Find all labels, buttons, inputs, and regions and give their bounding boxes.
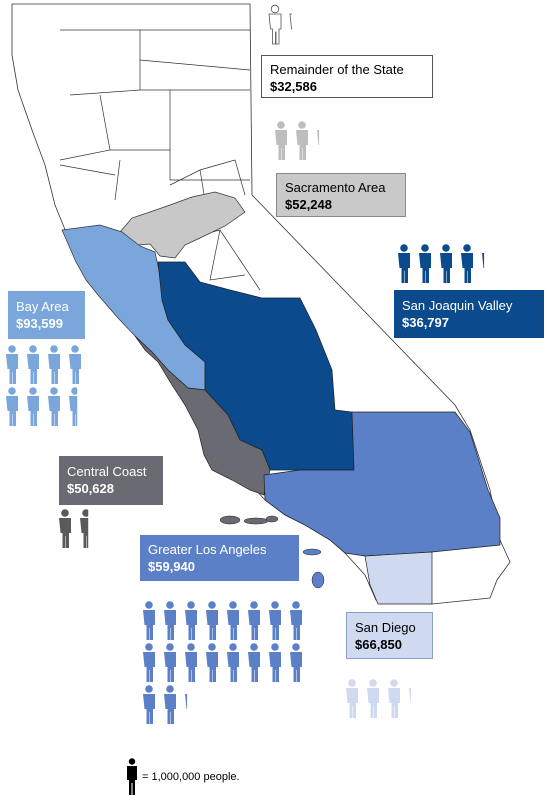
region-name: Central Coast: [67, 464, 147, 479]
person-icon: [290, 643, 302, 682]
person-icon: [164, 685, 176, 724]
person-icon: [440, 244, 452, 283]
person-icon: [164, 643, 176, 682]
person-icon: [248, 643, 260, 682]
region-income: $59,940: [148, 559, 195, 574]
label-central-coast: Central Coast $50,628: [59, 456, 163, 505]
los-angeles-region: [263, 411, 501, 557]
person-icon: [127, 758, 137, 795]
legend: = 1,000,000 people.: [126, 758, 240, 796]
person-icon: [185, 643, 197, 682]
person-icon: [69, 387, 78, 426]
region-income: $93,599: [16, 316, 63, 331]
person-icon: [248, 601, 260, 640]
person-icon: [6, 345, 18, 384]
region-income: $36,797: [402, 315, 449, 330]
person-icon: [296, 121, 308, 160]
region-income: $50,628: [67, 481, 114, 496]
person-icon: [59, 509, 71, 548]
person-icon: [275, 121, 287, 160]
legend-text: = 1,000,000 people.: [142, 771, 240, 783]
person-icon: [268, 4, 282, 45]
person-icon: [185, 601, 197, 640]
figures-san-joaquin: [398, 244, 485, 283]
label-los-angeles: Greater Los Angeles $59,940: [140, 535, 299, 581]
region-income: $32,586: [270, 79, 317, 94]
channel-islands: [219, 515, 279, 525]
figures-remainder: [268, 4, 293, 45]
person-icon: [290, 601, 302, 640]
central-coast-region: [134, 335, 271, 496]
person-icon: [27, 387, 39, 426]
region-name: San Diego: [355, 620, 416, 635]
person-icon: [80, 509, 89, 548]
region-name: Greater Los Angeles: [148, 542, 267, 557]
figures-sacramento: [275, 121, 320, 160]
person-icon: [367, 679, 379, 718]
person-icon: [398, 244, 410, 283]
region-name: Remainder of the State: [270, 62, 404, 77]
person-icon: [227, 643, 239, 682]
person-icon: [346, 679, 358, 718]
figures-central-coast: [59, 509, 89, 548]
region-name: Sacramento Area: [285, 180, 386, 195]
person-icon: [409, 688, 412, 703]
label-remainder: Remainder of the State $32,586: [261, 55, 433, 98]
person-icon: [48, 345, 60, 384]
person-icon: [461, 244, 473, 283]
person-icon: [143, 643, 155, 682]
person-icon: [269, 643, 281, 682]
region-income: $52,248: [285, 197, 332, 212]
person-icon: [482, 253, 485, 268]
san-diego-region: [364, 551, 433, 605]
figures-bay-area: [6, 345, 81, 426]
person-icon: [27, 345, 39, 384]
person-icon: [69, 345, 81, 384]
region-income: $66,850: [355, 637, 402, 652]
person-icon: [289, 7, 293, 30]
person-icon: [388, 679, 400, 718]
person-icon: [185, 694, 188, 709]
region-name: Bay Area: [16, 299, 69, 314]
figures-san-diego: [346, 679, 412, 718]
person-icon: [164, 601, 176, 640]
label-sacramento: Sacramento Area $52,248: [276, 173, 406, 217]
label-san-diego: San Diego $66,850: [346, 612, 433, 659]
person-icon: [206, 601, 218, 640]
label-san-joaquin: San Joaquin Valley $36,797: [394, 290, 544, 338]
southern-islands: [302, 548, 325, 589]
label-bay-area: Bay Area $93,599: [8, 291, 85, 339]
person-icon: [419, 244, 431, 283]
person-icon: [143, 685, 155, 724]
figures-los-angeles: [143, 601, 302, 724]
person-icon: [317, 130, 320, 145]
person-icon: [48, 387, 60, 426]
region-name: San Joaquin Valley: [402, 298, 513, 313]
county-lines: [59, 29, 261, 291]
person-icon: [206, 643, 218, 682]
person-icon: [227, 601, 239, 640]
person-icon: [269, 601, 281, 640]
person-icon: [143, 601, 155, 640]
person-icon: [6, 387, 18, 426]
sacramento-region: [119, 191, 246, 259]
